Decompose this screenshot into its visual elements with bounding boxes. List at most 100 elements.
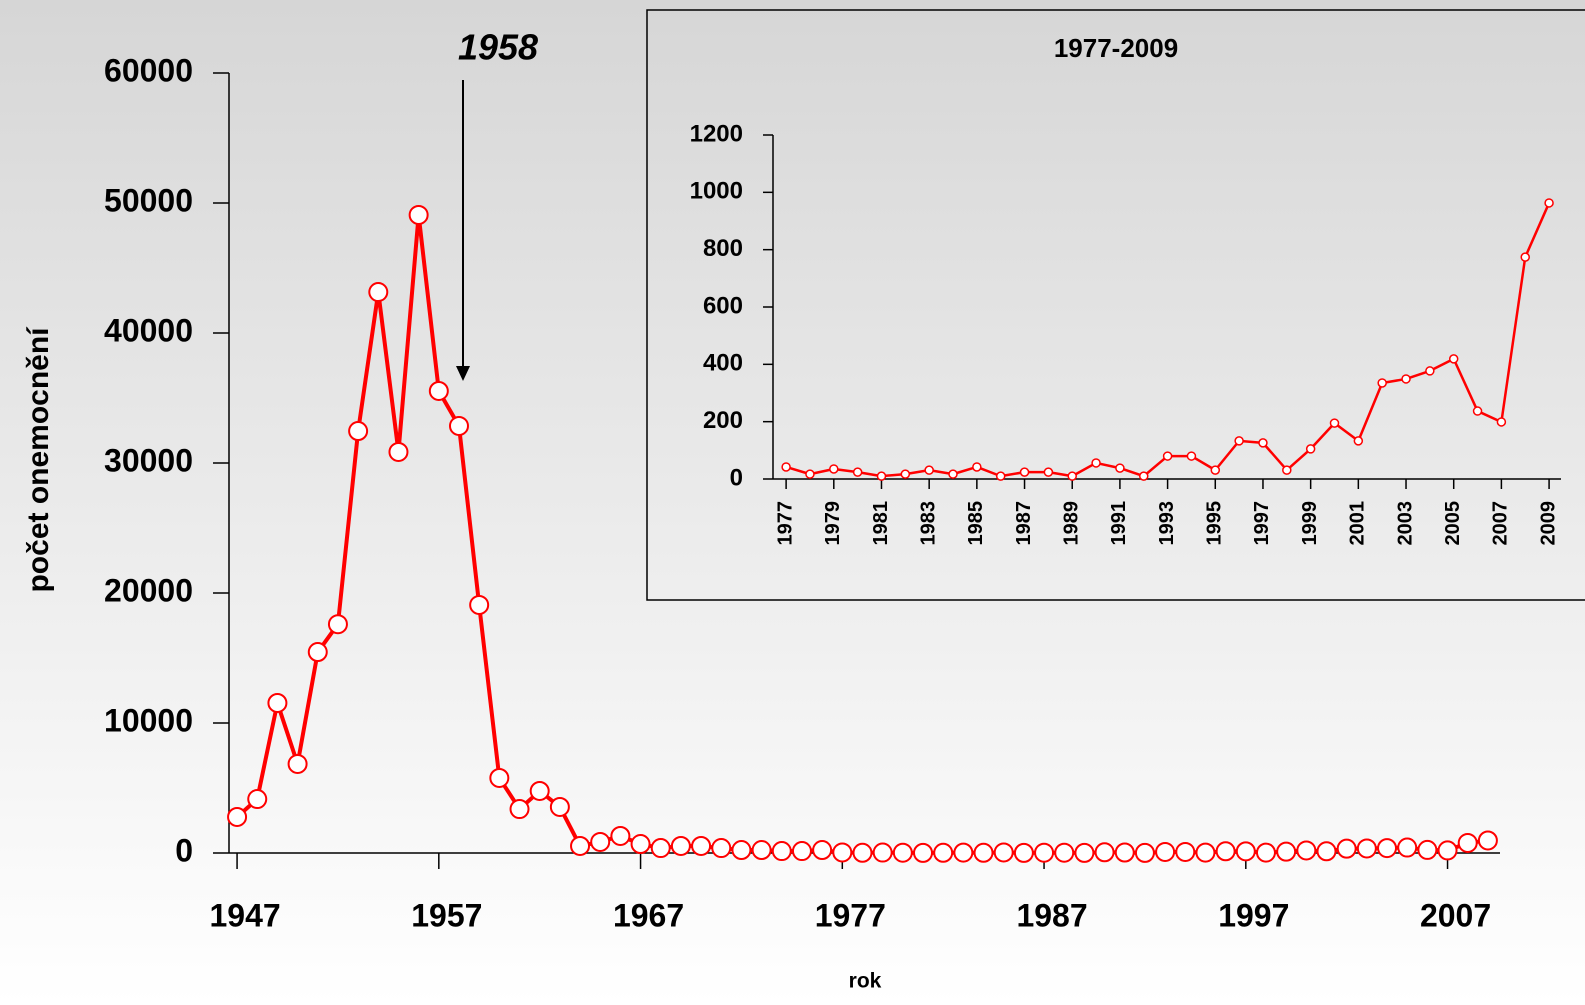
data-point — [509, 799, 530, 820]
x-tick-label: 1993 — [1156, 501, 1178, 546]
data-point — [953, 842, 974, 863]
data-point — [428, 380, 449, 401]
data-point — [1496, 417, 1507, 427]
data-point — [993, 842, 1014, 863]
data-point — [933, 842, 954, 863]
y-tick-label: 400 — [703, 350, 743, 377]
data-point — [529, 780, 550, 801]
data-point — [1067, 471, 1077, 481]
data-point — [900, 469, 911, 479]
x-tick-label: 1985 — [965, 501, 987, 546]
x-tick-label: 1977 — [815, 897, 886, 933]
data-point — [1162, 451, 1173, 461]
y-tick-label: 40000 — [104, 312, 193, 348]
data-point — [751, 840, 772, 861]
data-point — [1195, 842, 1216, 863]
x-tick-label: 1957 — [411, 897, 482, 933]
x-tick-label: 1997 — [1251, 501, 1273, 546]
data-point — [731, 840, 752, 861]
data-point — [1139, 471, 1149, 481]
data-point — [948, 469, 958, 479]
y-tick-label: 0 — [175, 832, 193, 868]
data-point — [1043, 467, 1054, 477]
data-point — [1425, 366, 1435, 376]
x-tick-label: 1977 — [774, 501, 796, 546]
data-point — [1234, 436, 1244, 446]
data-point — [781, 462, 791, 472]
data-point — [448, 415, 469, 436]
data-point — [1054, 842, 1075, 863]
data-point — [590, 831, 611, 852]
data-point — [1448, 354, 1459, 364]
data-point — [1472, 406, 1483, 416]
data-point — [1115, 463, 1125, 473]
data-point — [1336, 838, 1357, 859]
data-point — [1114, 842, 1135, 863]
x-tick-label: 1991 — [1108, 501, 1130, 546]
data-point — [408, 204, 429, 225]
inset-title: 1977-2009 — [1054, 33, 1178, 63]
data-point — [832, 842, 853, 863]
x-tick-label: 2001 — [1347, 501, 1369, 546]
x-axis-label: rok — [849, 970, 882, 993]
data-point — [1091, 458, 1101, 468]
data-point — [995, 471, 1006, 481]
data-point — [972, 462, 982, 472]
y-tick-label: 0 — [730, 464, 743, 491]
data-point — [1477, 830, 1498, 851]
data-point — [711, 838, 732, 859]
data-point — [1377, 378, 1387, 388]
data-point — [1520, 252, 1530, 262]
data-point — [650, 838, 671, 859]
x-tick-label: 1987 — [1016, 897, 1087, 933]
inset-frame — [646, 9, 1585, 601]
data-point — [876, 471, 887, 481]
data-point — [1329, 418, 1340, 428]
x-tick-label: 1979 — [822, 501, 844, 546]
data-point — [1210, 465, 1221, 475]
x-tick-label: 1947 — [209, 897, 280, 933]
data-point — [892, 842, 913, 863]
y-tick-label: 10000 — [104, 702, 193, 738]
data-point — [1155, 841, 1176, 862]
y-tick-label: 60000 — [104, 52, 193, 88]
data-point — [348, 421, 369, 442]
data-point — [1094, 842, 1115, 863]
x-tick-label: 1987 — [1013, 501, 1035, 546]
data-point — [1282, 465, 1292, 475]
data-point — [1296, 840, 1317, 861]
data-point — [1401, 374, 1411, 384]
data-point — [913, 842, 934, 863]
data-point — [924, 465, 934, 475]
data-point — [368, 282, 389, 303]
data-point — [630, 834, 651, 855]
data-point — [1258, 438, 1268, 448]
data-point — [805, 469, 815, 479]
data-point — [469, 594, 490, 615]
x-tick-label: 1997 — [1218, 897, 1289, 933]
data-point — [1235, 841, 1256, 862]
data-point — [1397, 837, 1418, 858]
x-tick-label: 2005 — [1442, 501, 1464, 546]
data-point — [1356, 838, 1377, 859]
data-point — [1255, 842, 1276, 863]
data-point — [771, 841, 792, 862]
data-point — [829, 464, 839, 474]
data-point — [327, 614, 348, 635]
data-point — [1544, 198, 1554, 208]
x-tick-label: 2009 — [1537, 501, 1559, 546]
data-point — [812, 840, 833, 861]
data-point — [791, 841, 812, 862]
data-point — [287, 753, 308, 774]
data-point — [691, 835, 712, 856]
data-point — [1074, 842, 1095, 863]
y-tick-label: 20000 — [104, 572, 193, 608]
data-point — [247, 789, 268, 810]
x-tick-label: 1983 — [917, 501, 939, 546]
data-point — [570, 835, 591, 856]
data-point — [872, 842, 893, 863]
data-point — [267, 692, 288, 713]
y-tick-label: 1000 — [690, 178, 743, 205]
